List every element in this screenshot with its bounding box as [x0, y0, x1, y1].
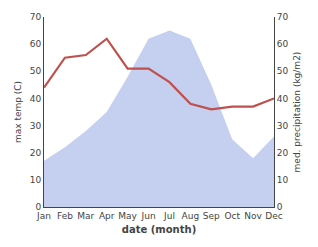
svg-text:50: 50 — [30, 66, 42, 76]
svg-text:Oct: Oct — [224, 211, 240, 221]
svg-text:Apr: Apr — [99, 211, 115, 221]
svg-text:Mar: Mar — [77, 211, 94, 221]
svg-text:Jan: Jan — [36, 211, 51, 221]
svg-text:40: 40 — [277, 94, 289, 104]
svg-text:Sep: Sep — [203, 211, 220, 221]
svg-text:0: 0 — [277, 202, 283, 212]
svg-text:10: 10 — [30, 175, 42, 185]
svg-text:50: 50 — [277, 66, 289, 76]
svg-text:Aug: Aug — [182, 211, 200, 221]
svg-text:70: 70 — [30, 12, 42, 22]
svg-text:date (month): date (month) — [122, 224, 196, 235]
svg-text:Jun: Jun — [141, 211, 156, 221]
svg-text:30: 30 — [277, 121, 289, 131]
svg-text:0: 0 — [35, 202, 41, 212]
svg-text:30: 30 — [30, 121, 42, 131]
svg-text:Feb: Feb — [57, 211, 73, 221]
svg-text:Nov: Nov — [244, 211, 262, 221]
svg-text:70: 70 — [277, 12, 289, 22]
svg-text:max temp (C): max temp (C) — [13, 81, 23, 143]
svg-text:10: 10 — [277, 175, 289, 185]
svg-text:med. precipitation (kg/m2): med. precipitation (kg/m2) — [292, 52, 302, 173]
svg-text:May: May — [118, 211, 137, 221]
svg-text:Jul: Jul — [163, 211, 175, 221]
svg-text:20: 20 — [277, 148, 289, 158]
svg-text:Dec: Dec — [265, 211, 282, 221]
svg-text:60: 60 — [30, 39, 42, 49]
svg-text:40: 40 — [30, 94, 42, 104]
svg-text:60: 60 — [277, 39, 289, 49]
svg-text:20: 20 — [30, 148, 42, 158]
